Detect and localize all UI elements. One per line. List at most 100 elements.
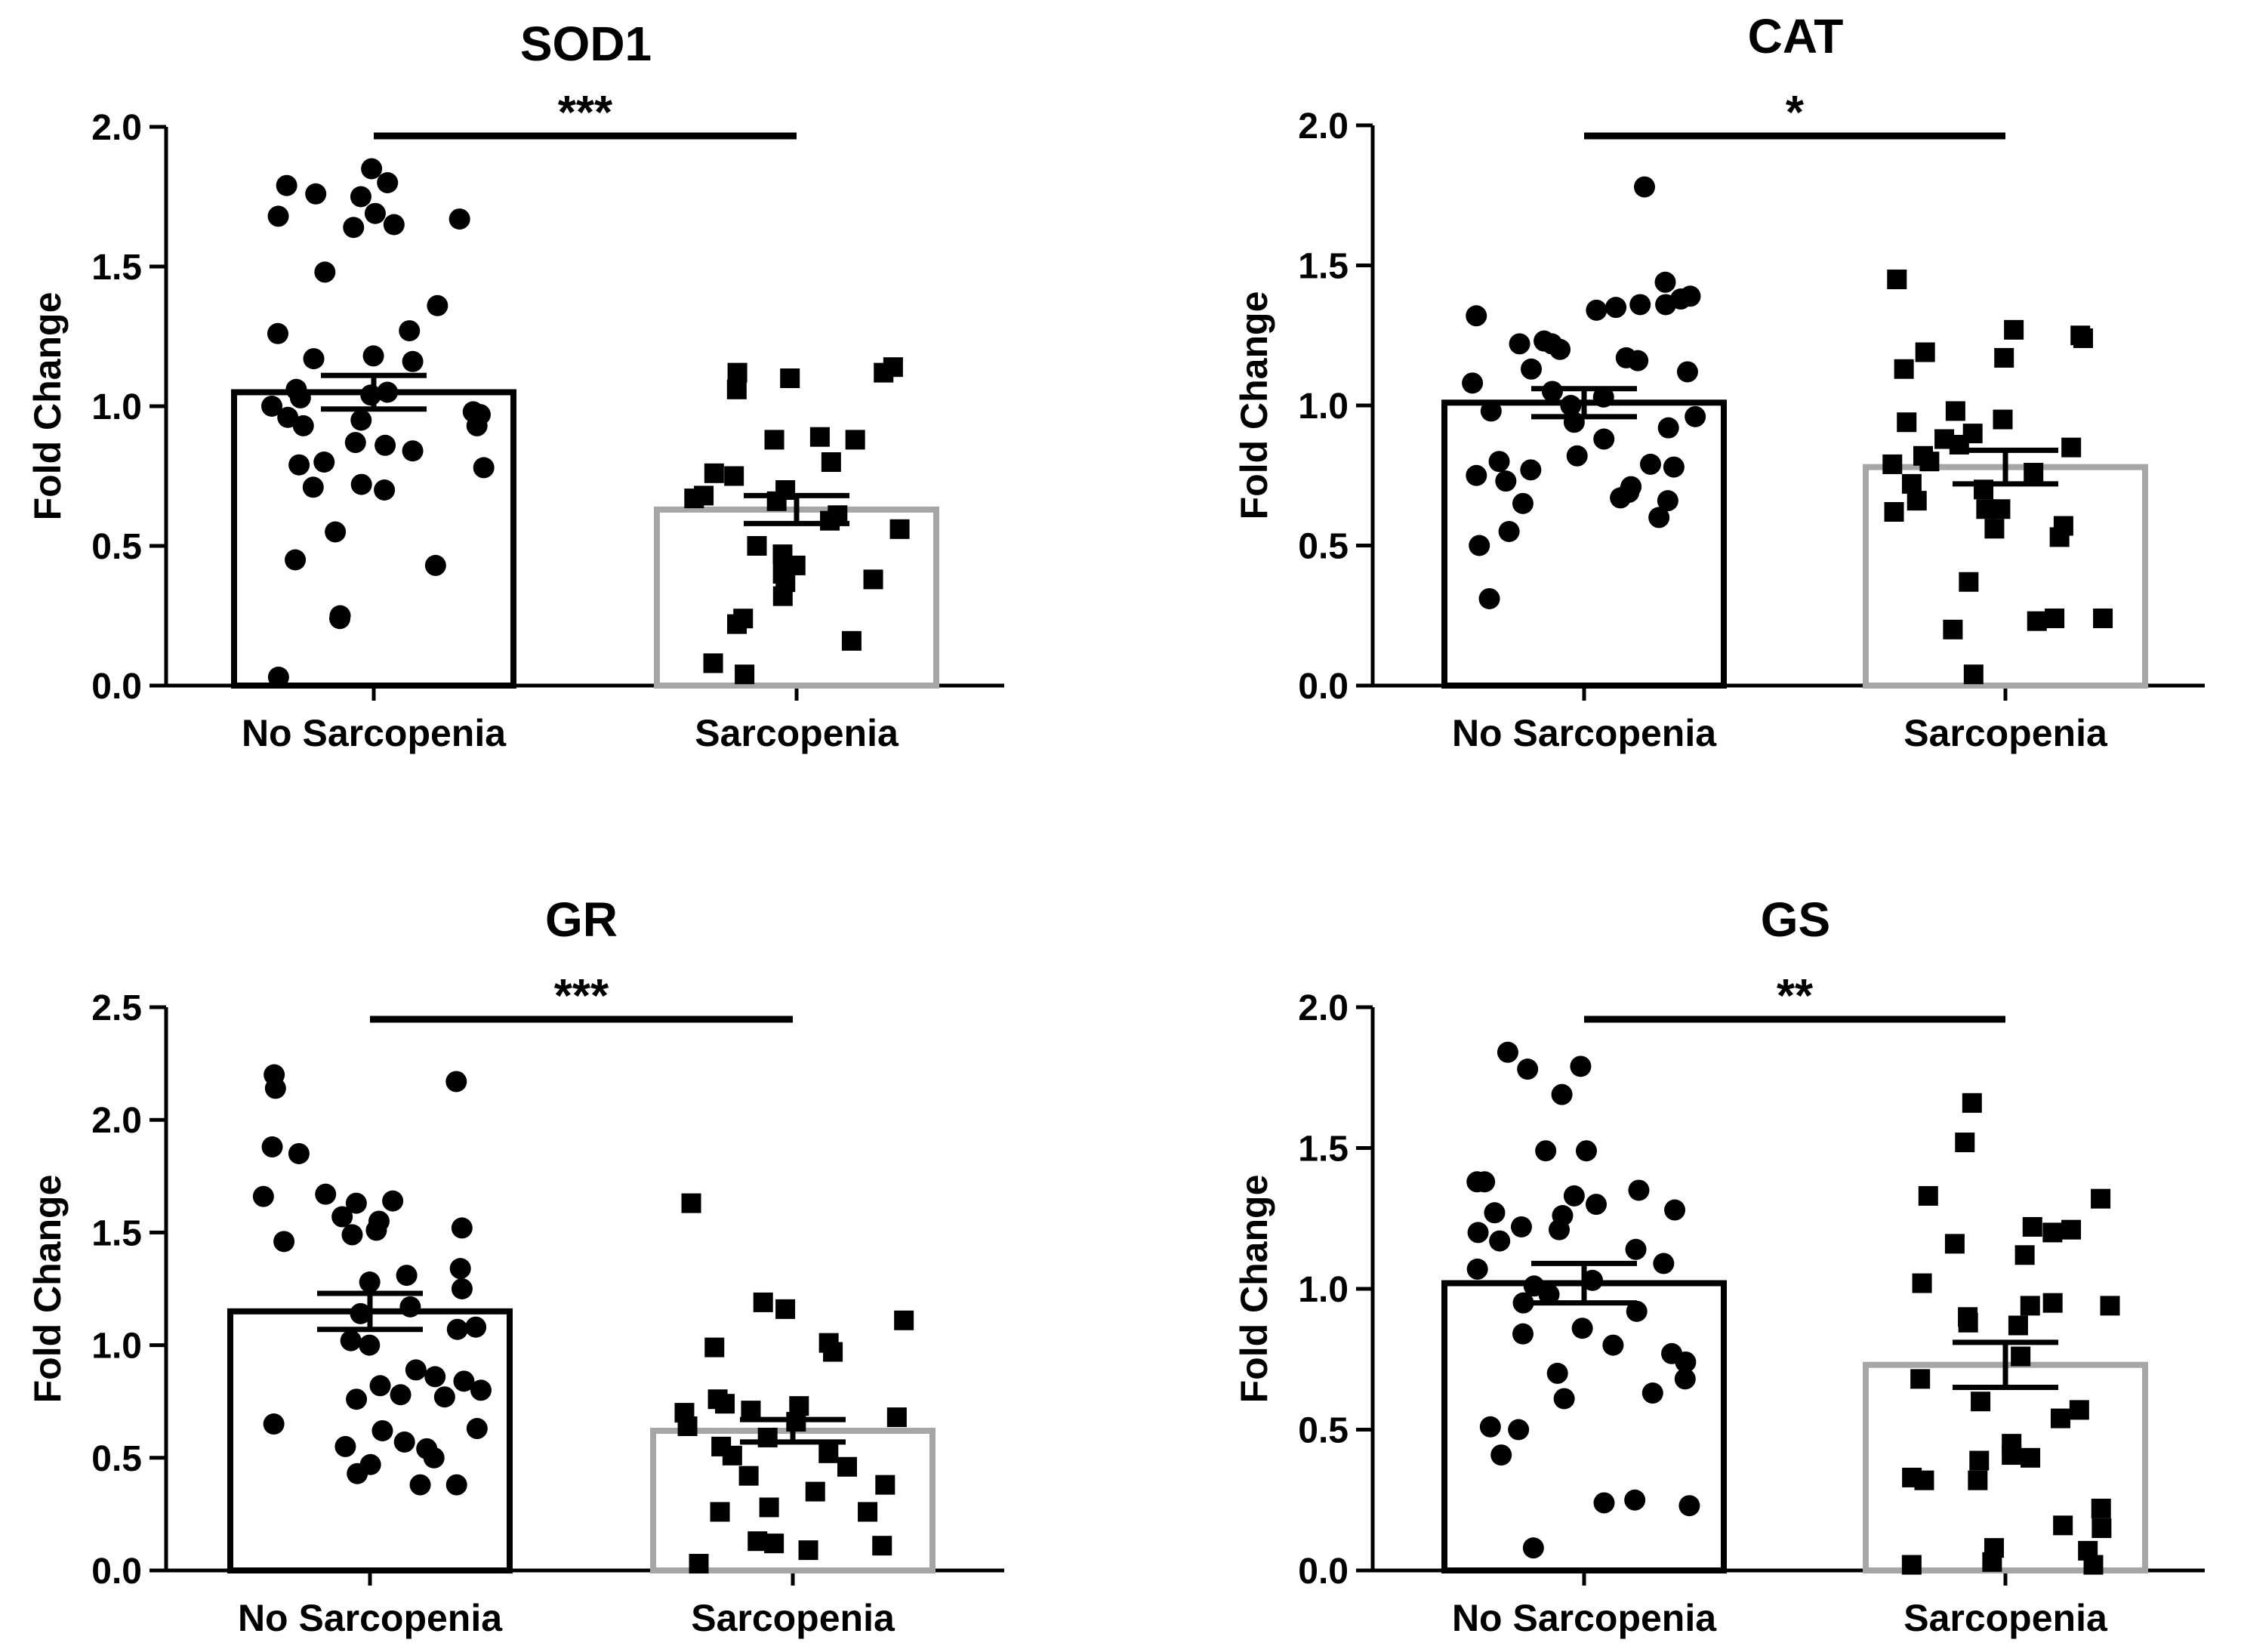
data-point bbox=[1535, 1140, 1557, 1162]
data-point bbox=[329, 608, 351, 630]
data-point bbox=[764, 1533, 785, 1554]
y-tick-label: 1.0 bbox=[91, 1327, 142, 1367]
data-point bbox=[1882, 454, 1903, 474]
data-point bbox=[1462, 372, 1484, 394]
data-point bbox=[289, 387, 311, 408]
data-point bbox=[677, 1416, 698, 1437]
data-point bbox=[684, 489, 704, 509]
data-point bbox=[809, 427, 830, 447]
data-point bbox=[2008, 1315, 2028, 1336]
data-point bbox=[1553, 1388, 1575, 1410]
data-point bbox=[1586, 299, 1608, 321]
data-point bbox=[1560, 395, 1582, 416]
data-point bbox=[465, 1316, 487, 1338]
data-point bbox=[390, 1384, 412, 1406]
data-point bbox=[451, 1278, 473, 1299]
data-point bbox=[453, 1370, 475, 1392]
data-point bbox=[267, 666, 289, 688]
data-point bbox=[818, 1443, 839, 1463]
data-point bbox=[724, 466, 744, 486]
data-point bbox=[837, 1456, 857, 1477]
data-point bbox=[1628, 1179, 1650, 1201]
data-point bbox=[1610, 487, 1632, 509]
data-point bbox=[1538, 1284, 1560, 1305]
data-point bbox=[1478, 587, 1500, 609]
data-point bbox=[1566, 445, 1588, 467]
data-point bbox=[1480, 400, 1502, 422]
data-point bbox=[1976, 499, 1996, 519]
significance-stars: ** bbox=[1777, 970, 1814, 1022]
bar-sarcopenia bbox=[1863, 1361, 2148, 1573]
data-point bbox=[1586, 1194, 1608, 1216]
data-point bbox=[2042, 1222, 2063, 1243]
data-point bbox=[2020, 1296, 2040, 1316]
data-point bbox=[1627, 350, 1649, 371]
data-point bbox=[1625, 1238, 1647, 1260]
data-point bbox=[285, 549, 307, 571]
data-point bbox=[359, 1271, 381, 1293]
data-point bbox=[1963, 664, 1984, 685]
data-point bbox=[2045, 608, 2065, 628]
data-point bbox=[362, 345, 384, 367]
data-point bbox=[1629, 294, 1651, 316]
data-point bbox=[261, 1136, 283, 1158]
data-point bbox=[2091, 1188, 2111, 1209]
data-point bbox=[1907, 491, 1927, 511]
data-point bbox=[1498, 520, 1520, 542]
data-point bbox=[681, 1193, 701, 1213]
data-point bbox=[273, 1231, 295, 1253]
data-point bbox=[735, 664, 755, 685]
data-point bbox=[1549, 1219, 1571, 1241]
data-point bbox=[382, 1190, 404, 1212]
data-point bbox=[1968, 1470, 1988, 1490]
data-point bbox=[2053, 1515, 2073, 1536]
data-point bbox=[359, 1334, 381, 1356]
y-tick-label: 1.0 bbox=[1298, 387, 1349, 427]
data-point bbox=[1484, 1202, 1506, 1224]
data-point bbox=[1633, 176, 1655, 198]
data-point bbox=[710, 1502, 730, 1522]
data-point bbox=[1466, 1258, 1488, 1280]
data-point bbox=[360, 384, 382, 406]
data-point bbox=[1915, 342, 1935, 362]
data-point bbox=[263, 1413, 285, 1435]
data-point bbox=[302, 476, 324, 498]
data-point bbox=[1918, 1185, 1938, 1206]
y-axis-label: Fold Change bbox=[1233, 1175, 1275, 1404]
y-tick-label: 2.0 bbox=[91, 108, 142, 148]
data-point bbox=[1582, 1269, 1604, 1291]
y-tick-label: 0.5 bbox=[91, 1439, 142, 1479]
data-point bbox=[1943, 619, 1963, 640]
data-point bbox=[1490, 1444, 1512, 1466]
data-point bbox=[1551, 1083, 1573, 1105]
data-point bbox=[1512, 1292, 1534, 1314]
data-point bbox=[2004, 319, 2024, 340]
data-point bbox=[423, 1447, 445, 1469]
data-point bbox=[1521, 358, 1543, 380]
data-point bbox=[1675, 1351, 1697, 1373]
y-tick-label: 1.0 bbox=[1298, 1270, 1349, 1310]
data-point bbox=[1884, 501, 1904, 522]
data-point bbox=[805, 1481, 825, 1502]
data-point bbox=[1648, 507, 1670, 529]
x-category-label: Sarcopenia bbox=[1903, 1597, 2108, 1639]
data-point bbox=[727, 362, 748, 383]
data-point bbox=[2024, 463, 2044, 483]
data-point bbox=[858, 1502, 878, 1522]
data-point bbox=[364, 202, 386, 224]
data-point bbox=[1944, 1234, 1965, 1254]
data-point bbox=[350, 186, 371, 208]
data-point bbox=[350, 1302, 371, 1324]
data-point bbox=[894, 1310, 914, 1330]
data-point bbox=[1508, 1419, 1530, 1441]
data-point bbox=[1894, 359, 1914, 379]
x-category-label: No Sarcopenia bbox=[1452, 712, 1717, 754]
data-point bbox=[1512, 492, 1534, 514]
data-point bbox=[841, 630, 862, 651]
data-point bbox=[292, 415, 314, 436]
data-point bbox=[821, 452, 841, 472]
data-point bbox=[288, 1142, 310, 1164]
data-point bbox=[361, 158, 383, 180]
data-point bbox=[1510, 1216, 1532, 1237]
x-category-label: Sarcopenia bbox=[691, 1597, 895, 1639]
